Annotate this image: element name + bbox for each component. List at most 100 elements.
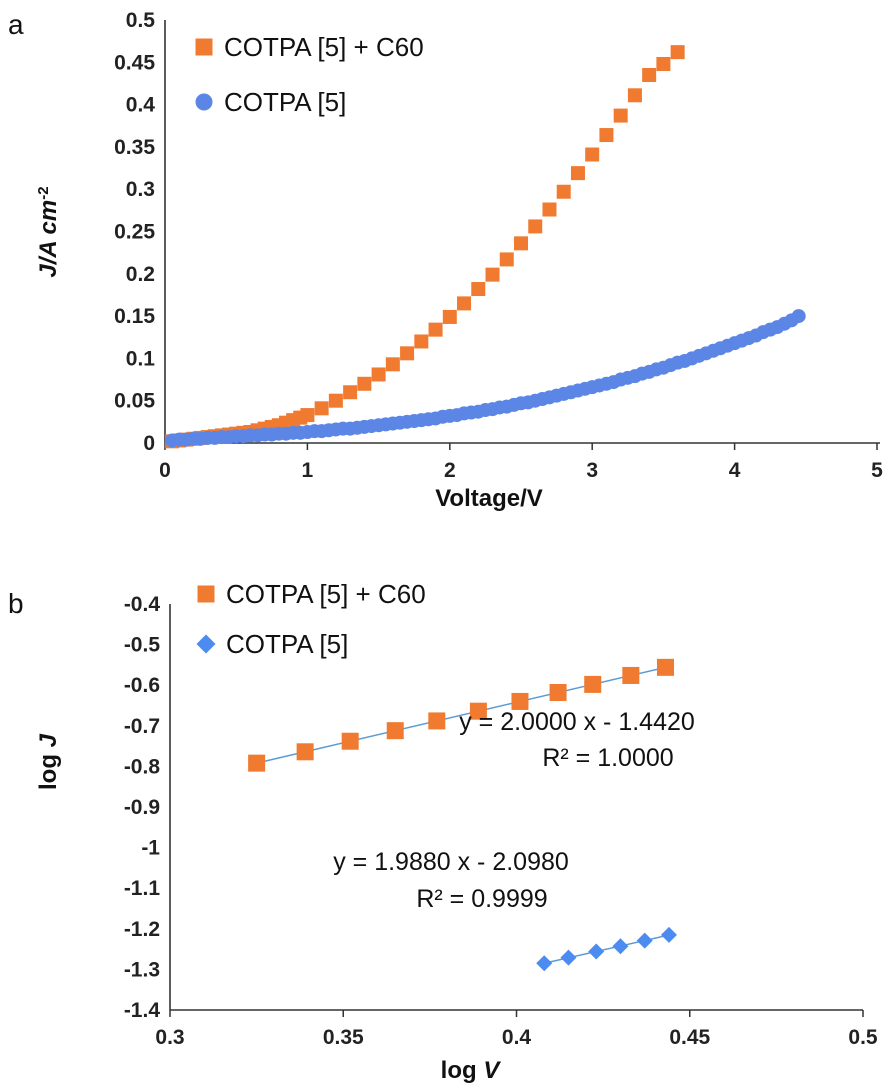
y-tick-label: -1.1 [124, 877, 161, 900]
data-point-0 [627, 88, 642, 103]
data-point-0 [457, 296, 472, 311]
y-tick-label: -0.6 [124, 674, 160, 697]
y-tick-label: 0.05 [114, 390, 155, 413]
legend-marker-0 [195, 38, 213, 56]
data-point-1 [536, 955, 553, 972]
data-point-0 [528, 219, 543, 234]
data-point-0 [570, 166, 585, 181]
y-tick-label: -1.2 [124, 918, 160, 941]
trendline-equation-1: R² = 0.9999 [416, 885, 547, 913]
data-point-0 [514, 236, 528, 251]
data-point-0 [386, 722, 404, 740]
y-axis-title-b-main: log [35, 747, 62, 790]
data-point-0 [585, 147, 600, 162]
x-tick-label: 0.3 [155, 1026, 184, 1049]
y-tick-label: -0.4 [124, 593, 161, 616]
x-axis-title-b-var: V [483, 1057, 501, 1084]
trendline-equation-0: y = 2.0000 x - 1.4420 [459, 708, 695, 736]
data-point-0 [485, 267, 500, 282]
y-tick-label: -1.3 [124, 958, 160, 981]
x-tick-label: 0.45 [669, 1026, 710, 1049]
data-point-0 [556, 184, 571, 199]
x-tick-label: 3 [586, 459, 598, 482]
data-point-0 [499, 252, 514, 267]
data-point-1 [791, 309, 806, 324]
x-tick-label: 0 [159, 459, 171, 482]
data-point-0 [428, 322, 443, 337]
x-axis-title-b: log V [441, 1057, 502, 1084]
legend-marker-1 [196, 634, 216, 654]
data-point-0 [471, 282, 486, 297]
data-point-0 [622, 666, 640, 684]
y-axis-title-b: log J [35, 733, 62, 790]
data-point-0 [296, 743, 314, 761]
data-point-0 [599, 128, 614, 143]
y-tick-label: 0.1 [126, 347, 156, 370]
data-point-0 [300, 408, 315, 423]
x-axis-title-a: Voltage/V [435, 485, 543, 512]
y-tick-label: 0 [143, 432, 155, 455]
data-point-0 [542, 202, 557, 217]
y-axis-title-a-sup: -2 [35, 186, 52, 199]
data-point-0 [328, 393, 343, 408]
legend-label-1: COTPA [5] [226, 629, 348, 659]
data-point-0 [469, 702, 487, 720]
y-tick-label: -1 [141, 837, 160, 860]
data-point-1 [588, 943, 605, 960]
data-point-0 [656, 56, 671, 71]
legend-marker-0 [197, 585, 215, 603]
x-tick-label: 5 [871, 459, 883, 482]
y-tick-label: -1.4 [124, 999, 161, 1022]
data-point-0 [248, 754, 266, 772]
data-point-0 [341, 732, 359, 750]
y-axis-title-a-main: J/A cm [35, 200, 62, 278]
y-tick-label: 0.2 [126, 263, 155, 286]
trendline-equation-1: y = 1.9880 x - 2.0980 [333, 848, 569, 876]
trendline-equation-0: R² = 1.0000 [542, 744, 673, 772]
data-point-0 [511, 692, 529, 710]
x-tick-label: 0.35 [323, 1026, 364, 1049]
y-tick-label: 0.4 [126, 94, 156, 117]
y-tick-label: 0.3 [126, 178, 155, 201]
legend-marker-1 [195, 93, 213, 111]
data-point-0 [584, 675, 602, 693]
legend-label-0: COTPA [5] + C60 [226, 579, 426, 609]
panel-label-b: b [8, 588, 24, 619]
data-point-0 [343, 385, 358, 400]
x-tick-label: 0.5 [848, 1026, 878, 1049]
data-point-0 [442, 309, 457, 324]
panel-a: a 0 0.05 0.1 0.15 0.2 0.25 0.3 0.35 0.4 0.45 0.5 0… [8, 9, 883, 512]
data-point-0 [414, 334, 429, 349]
data-point-1 [660, 926, 677, 943]
y-tick-label: 0.5 [126, 9, 156, 32]
y-tick-label: -0.5 [124, 634, 161, 657]
data-point-0 [428, 712, 446, 730]
y-axis-title-b-var: J [35, 733, 62, 747]
data-point-0 [656, 658, 674, 676]
y-tick-label: -0.7 [124, 715, 160, 738]
data-point-0 [385, 357, 400, 372]
panel-label-a: a [8, 9, 24, 40]
data-point-0 [314, 401, 329, 416]
y-tick-label: -0.8 [124, 755, 161, 778]
y-tick-label: 0.45 [114, 51, 155, 74]
panel-b: b -0.4 -0.5 -0.6 -0.7 -0.8 -0.9 -1 -1.1 -1.2 -1.3… [8, 579, 878, 1084]
x-tick-label: 0.4 [502, 1026, 532, 1049]
data-point-0 [357, 376, 372, 391]
y-tick-label: 0.35 [114, 136, 155, 159]
data-point-1 [560, 949, 577, 966]
y-tick-label: -0.9 [124, 796, 160, 819]
data-point-0 [670, 45, 685, 60]
data-point-1 [636, 932, 653, 949]
y-tick-label: 0.15 [114, 305, 155, 328]
data-point-0 [642, 67, 657, 82]
x-tick-label: 4 [729, 459, 741, 482]
legend-label-0: COTPA [5] + C60 [224, 32, 424, 62]
data-point-0 [400, 346, 415, 361]
y-axis-title-a: J/A cm-2 [35, 186, 63, 277]
data-point-0 [549, 684, 567, 702]
data-point-0 [613, 108, 628, 123]
y-tick-label: 0.25 [114, 221, 155, 244]
x-tick-label: 1 [302, 459, 314, 482]
